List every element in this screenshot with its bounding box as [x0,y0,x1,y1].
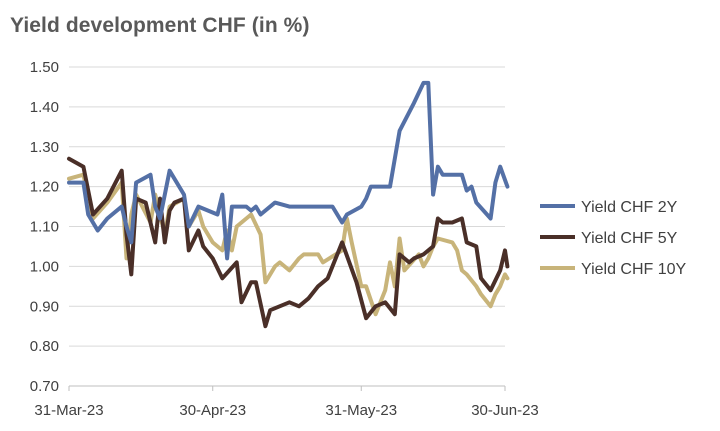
legend-label: Yield CHF 5Y [581,230,678,247]
y-axis-tick-labels: 1.50 1.40 1.30 1.20 1.10 1.00 0.90 0.80 0.70 [30,59,59,395]
x-tick-label: 30-Apr-23 [179,402,246,419]
series-lines [67,80,510,329]
legend-label: Yield CHF 2Y [581,199,678,216]
y-tick-label: 1.20 [30,179,59,196]
y-tick-label: 0.70 [30,378,59,395]
y-tick-label: 0.80 [30,338,59,355]
series-line-yield-chf-2y [67,80,510,261]
y-tick-label: 0.90 [30,298,59,315]
x-tick-label: 31-Mar-23 [34,402,103,419]
y-tick-label: 1.50 [30,59,59,76]
x-tick-label: 30-Jun-23 [471,402,539,419]
y-tick-label: 1.40 [30,99,59,116]
series-line-yield-chf-5y [67,156,510,329]
y-tick-label: 1.00 [30,258,59,275]
legend-label: Yield CHF 10Y [581,261,687,278]
y-tick-label: 1.30 [30,139,59,156]
chart-title: Yield development CHF (in %) [10,14,310,37]
y-tick-label: 1.10 [30,219,59,236]
x-tick-label: 31-May-23 [325,402,397,419]
legend: Yield CHF 2Y Yield CHF 5Y Yield CHF 10Y [540,199,687,278]
x-axis: 31-Mar-23 30-Apr-23 31-May-23 30-Jun-23 [34,385,539,419]
